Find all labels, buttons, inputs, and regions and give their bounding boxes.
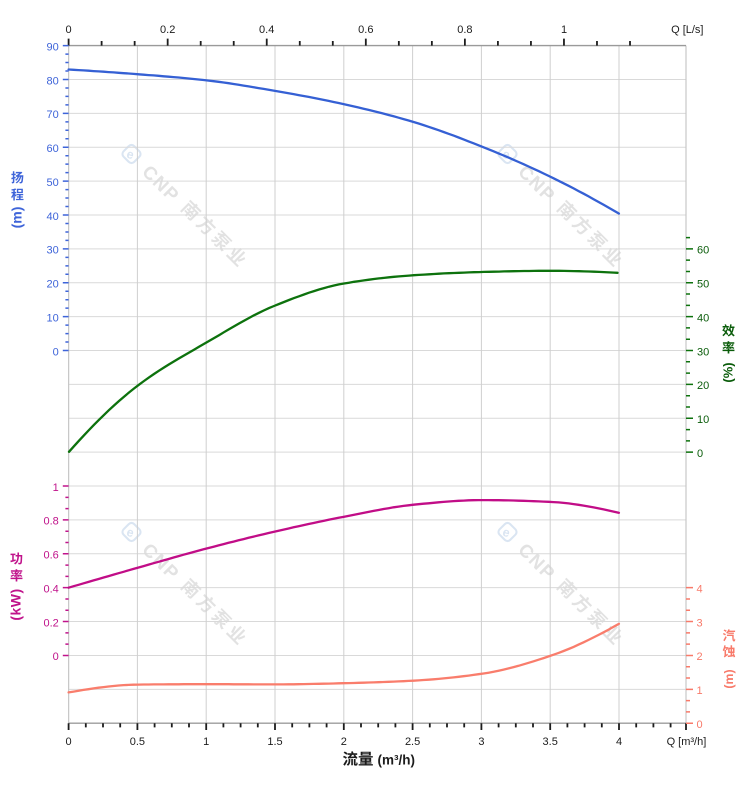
svg-text:10: 10 xyxy=(697,414,709,426)
svg-text:60: 60 xyxy=(697,245,709,257)
svg-text:CNP: CNP xyxy=(138,161,184,207)
svg-text:60: 60 xyxy=(47,143,59,155)
svg-text:0.5: 0.5 xyxy=(130,736,145,748)
svg-text:0.2: 0.2 xyxy=(44,617,59,629)
svg-text:40: 40 xyxy=(47,211,59,223)
svg-text:e: e xyxy=(501,147,511,162)
svg-text:80: 80 xyxy=(47,75,59,87)
svg-text:3: 3 xyxy=(697,617,703,629)
svg-text:0.8: 0.8 xyxy=(44,516,59,528)
svg-text:2.5: 2.5 xyxy=(405,736,420,748)
svg-text:0: 0 xyxy=(66,24,72,36)
svg-text:1: 1 xyxy=(561,24,567,36)
svg-text:3: 3 xyxy=(478,736,484,748)
svg-text:0.4: 0.4 xyxy=(44,584,59,596)
svg-text:4: 4 xyxy=(616,736,622,748)
svg-text:(m³/h): (m³/h) xyxy=(378,753,416,768)
svg-text:70: 70 xyxy=(47,109,59,121)
svg-text:0.8: 0.8 xyxy=(457,24,472,36)
svg-text:1: 1 xyxy=(53,482,59,494)
svg-text:2: 2 xyxy=(697,651,703,663)
svg-text:(%): (%) xyxy=(721,362,736,382)
svg-text:0: 0 xyxy=(66,736,72,748)
svg-text:10: 10 xyxy=(47,312,59,324)
svg-text:Q [L/s]: Q [L/s] xyxy=(671,24,703,36)
svg-text:0.6: 0.6 xyxy=(44,550,59,562)
svg-text:e: e xyxy=(501,525,511,540)
svg-text:Q [m³/h]: Q [m³/h] xyxy=(667,736,707,748)
svg-text:CNP: CNP xyxy=(514,161,560,207)
svg-text:e: e xyxy=(125,525,135,540)
svg-text:30: 30 xyxy=(47,245,59,257)
svg-text:e: e xyxy=(125,147,135,162)
svg-text:0.2: 0.2 xyxy=(160,24,175,36)
svg-text:90: 90 xyxy=(47,41,59,53)
svg-text:(m): (m) xyxy=(722,669,736,688)
svg-text:1: 1 xyxy=(203,736,209,748)
svg-text:20: 20 xyxy=(47,279,59,291)
svg-text:0.6: 0.6 xyxy=(358,24,373,36)
svg-text:20: 20 xyxy=(697,380,709,392)
svg-text:2: 2 xyxy=(341,736,347,748)
svg-text:0: 0 xyxy=(697,448,703,460)
svg-text:(kW): (kW) xyxy=(8,588,24,620)
svg-text:(m): (m) xyxy=(9,207,25,229)
svg-text:3.5: 3.5 xyxy=(543,736,558,748)
svg-text:1.5: 1.5 xyxy=(267,736,282,748)
svg-text:30: 30 xyxy=(697,346,709,358)
svg-text:0: 0 xyxy=(53,346,59,358)
svg-text:4: 4 xyxy=(697,584,703,596)
svg-text:0.4: 0.4 xyxy=(259,24,274,36)
svg-text:40: 40 xyxy=(697,312,709,324)
svg-text:CNP: CNP xyxy=(514,539,560,585)
svg-text:0: 0 xyxy=(697,719,703,731)
svg-text:50: 50 xyxy=(47,177,59,189)
svg-text:0: 0 xyxy=(53,651,59,663)
svg-text:50: 50 xyxy=(697,279,709,291)
svg-text:1: 1 xyxy=(697,685,703,697)
